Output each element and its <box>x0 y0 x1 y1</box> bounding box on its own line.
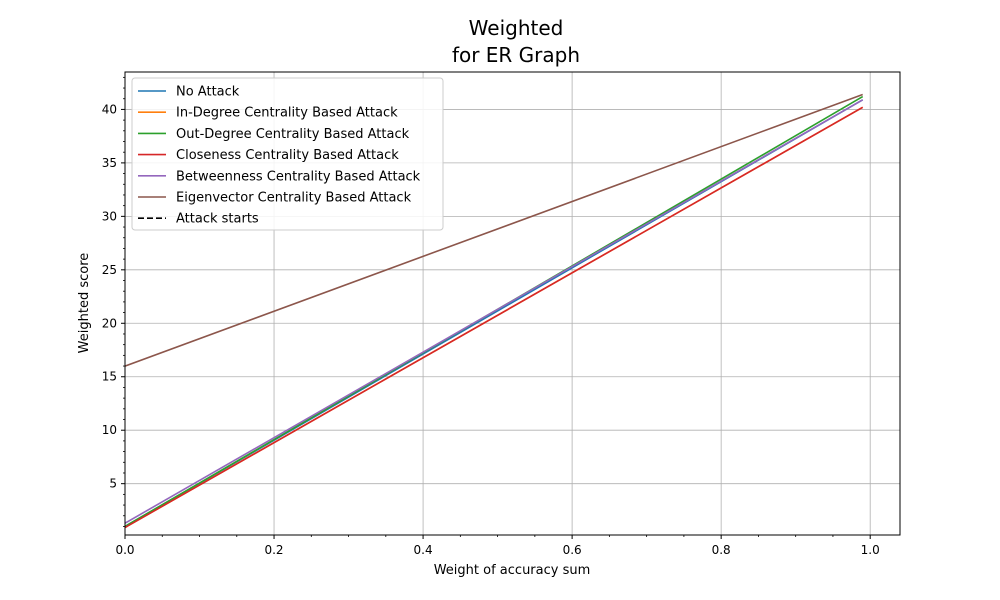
y-tick-label: 25 <box>102 263 117 277</box>
y-tick-label: 20 <box>102 316 117 330</box>
series-line-5 <box>124 93 863 367</box>
legend-box <box>131 77 444 231</box>
x-tick-label: 0.2 <box>264 543 283 557</box>
y-tick-label: 35 <box>102 156 117 170</box>
legend-label-4: Betweenness Centrality Based Attack <box>176 169 421 184</box>
series-lines <box>124 93 864 529</box>
x-tick-label: 0.8 <box>712 543 731 557</box>
chart-title-line-2: for ER Graph <box>451 43 581 67</box>
series-line-4 <box>124 99 864 524</box>
y-tick-label: 15 <box>102 370 117 384</box>
x-tick-label: 1.0 <box>861 543 880 557</box>
y-tick-label: 30 <box>102 209 117 223</box>
legend-label-0: No Attack <box>176 85 240 100</box>
legend-label-1: In-Degree Centrality Based Attack <box>176 106 398 121</box>
x-tick-label: 0.6 <box>563 543 582 557</box>
legend-label-3: Closeness Centrality Based Attack <box>176 148 399 163</box>
ticks: 0.0 0.2 0.4 0.6 0.8 1.0 5 10 15 20 25 30 35 40 <box>102 76 880 557</box>
legend-label-6: Attack starts <box>176 212 259 227</box>
y-axis-label: Weighted score <box>77 253 92 354</box>
x-axis-label: Weight of accuracy sum <box>434 563 591 578</box>
y-tick-label: 5 <box>109 477 117 491</box>
x-tick-label: 0.4 <box>414 543 433 557</box>
legend-label-2: Out-Degree Centrality Based Attack <box>176 127 410 142</box>
legend: No Attack In-Degree Centrality Based Atta… <box>131 77 444 231</box>
series-line-3 <box>124 106 864 529</box>
chart-title-line-1: Weighted <box>468 16 564 40</box>
x-tick-label: 0.0 <box>115 543 134 557</box>
y-tick-label: 10 <box>102 423 117 437</box>
plot-frame <box>124 71 901 536</box>
y-tick-label: 40 <box>102 102 117 116</box>
legend-label-5: Eigenvector Centrality Based Attack <box>176 191 412 206</box>
